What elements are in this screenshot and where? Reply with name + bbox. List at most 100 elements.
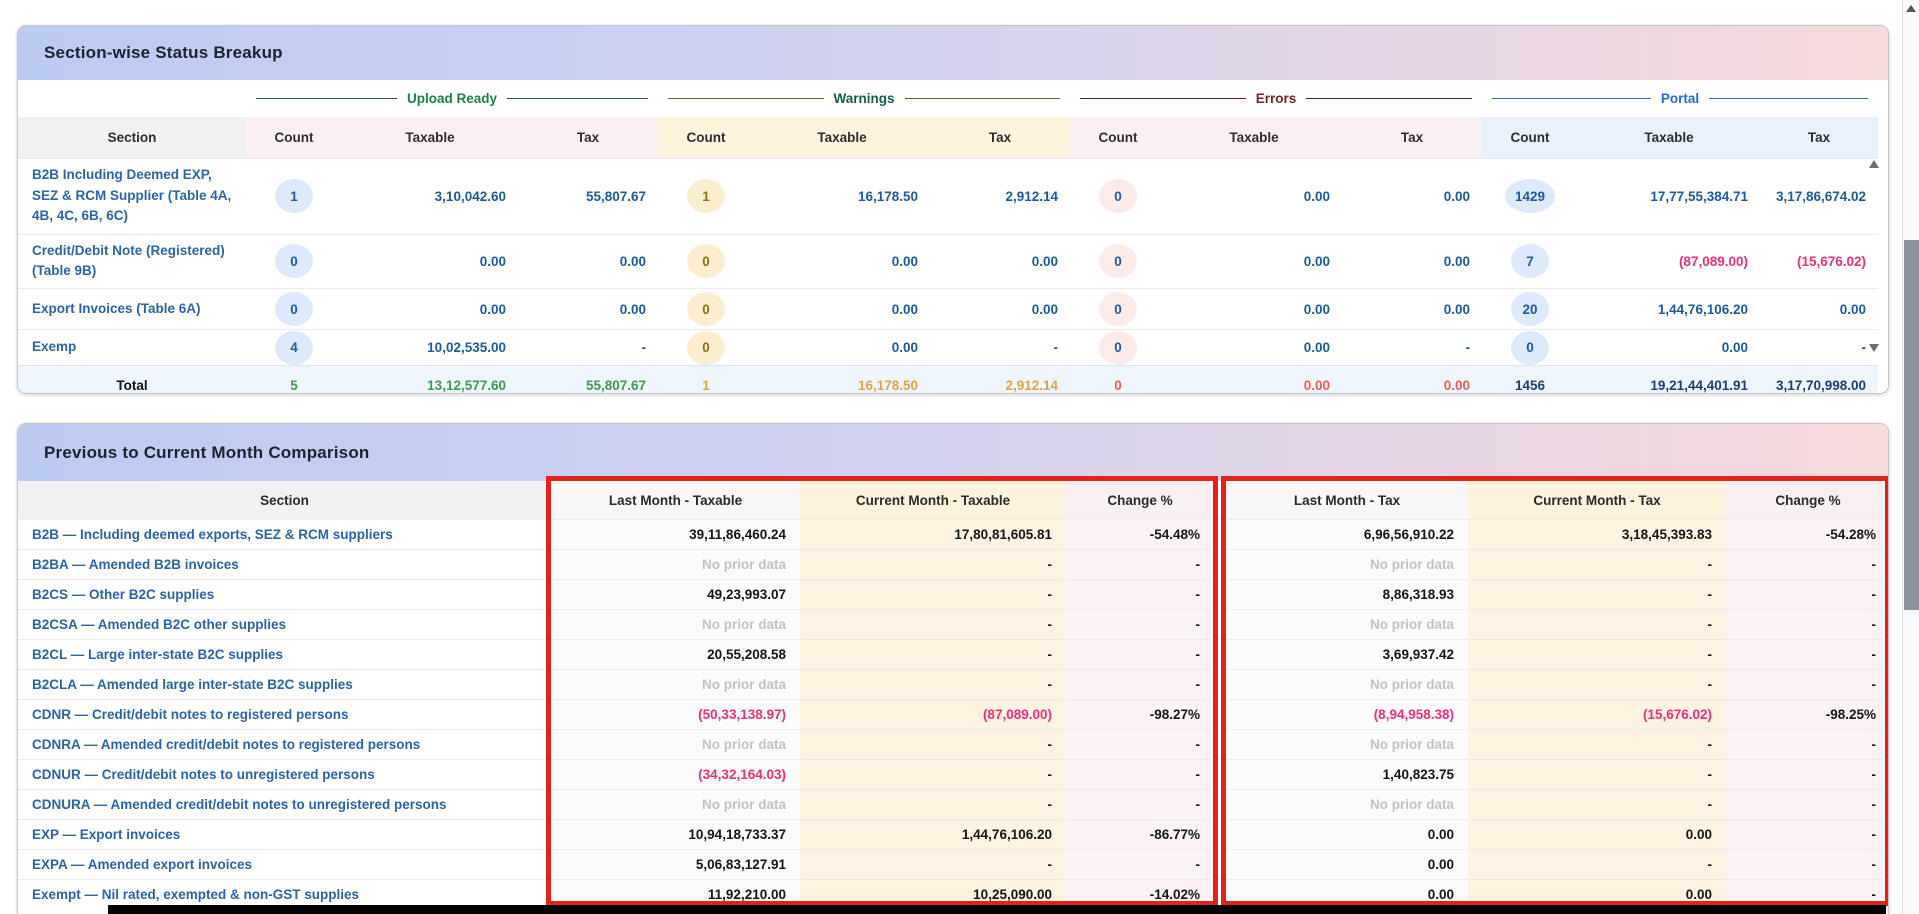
column-gap bbox=[1214, 481, 1226, 519]
comparison-header-6: Change % bbox=[1726, 481, 1888, 519]
column-header-tax: Tax bbox=[1342, 117, 1482, 158]
comparison-section-name: B2CSA — Amended B2C other supplies bbox=[18, 609, 551, 639]
errors-count-cell: 0 bbox=[1070, 329, 1166, 366]
upload_ready-count-badge: 1 bbox=[275, 179, 313, 213]
portal-tax-value: 0.00 bbox=[1760, 288, 1879, 330]
upload_ready-tax-value: 55,807.67 bbox=[518, 157, 658, 234]
comparison-lm_tax-value: No prior data bbox=[1226, 789, 1468, 819]
comparison-cm_tax-value: - bbox=[1468, 729, 1726, 759]
comparison-cm_taxable-value: 17,80,81,605.81 bbox=[800, 519, 1066, 549]
section-name: Credit/Debit Note (Registered) (Table 9B… bbox=[18, 233, 246, 289]
column-header-row: Section Count Taxable Tax Count Taxable … bbox=[18, 117, 1879, 158]
comparison-cm_tax-value: - bbox=[1468, 849, 1726, 879]
group-header-warnings: Warnings bbox=[668, 91, 1061, 106]
group-divider-line bbox=[1709, 98, 1869, 99]
errors-taxable-value: 0.00 bbox=[1166, 329, 1342, 366]
comparison-chg_taxable-value: - bbox=[1066, 669, 1214, 699]
comparison-cm_tax-value: - bbox=[1468, 789, 1726, 819]
errors-taxable-value: 0.00 bbox=[1166, 157, 1342, 234]
comparison-cm_taxable-value: 1,44,76,106.20 bbox=[800, 819, 1066, 849]
table-scroll-down-icon[interactable] bbox=[1869, 344, 1879, 352]
group-label: Upload Ready bbox=[406, 91, 498, 106]
section-name: Export Invoices (Table 6A) bbox=[18, 288, 246, 330]
upload_ready-count-badge: 0 bbox=[275, 244, 313, 279]
column-header-taxable: Taxable bbox=[1578, 117, 1760, 158]
status-breakup-table: Upload Ready Warnings Errors bbox=[18, 80, 1879, 393]
comparison-cm_tax-value: (15,676.02) bbox=[1468, 699, 1726, 729]
group-header-errors: Errors bbox=[1080, 91, 1472, 106]
warnings-taxable-value: 0.00 bbox=[754, 233, 930, 289]
upload_ready-taxable-value: 0.00 bbox=[342, 233, 518, 289]
comparison-lm_taxable-value: 39,11,86,460.24 bbox=[551, 519, 800, 549]
section-name: Exemp bbox=[18, 329, 246, 366]
comparison-chg_tax-value: -54.28% bbox=[1726, 519, 1888, 549]
portal-taxable-value: 0.00 bbox=[1578, 329, 1760, 366]
group-header-row: Upload Ready Warnings Errors bbox=[18, 80, 1878, 117]
comparison-cm_taxable-value: - bbox=[800, 669, 1066, 699]
errors-taxable-value: 0.00 bbox=[1166, 288, 1342, 330]
group-label: Portal bbox=[1660, 91, 1700, 106]
comparison-lm_taxable-value: No prior data bbox=[551, 669, 800, 699]
errors-total-tax: 0.00 bbox=[1342, 365, 1482, 393]
upload_ready-taxable-value: 10,02,535.00 bbox=[342, 329, 518, 366]
upload_ready-tax-value: 0.00 bbox=[518, 233, 658, 289]
comparison-header-5: Current Month - Tax bbox=[1468, 481, 1726, 519]
portal-count-badge: 20 bbox=[1511, 292, 1549, 327]
comparison-chg_taxable-value: - bbox=[1066, 609, 1214, 639]
errors-tax-value: 0.00 bbox=[1342, 233, 1482, 289]
errors-tax-value: 0.00 bbox=[1342, 157, 1482, 234]
warnings-count-badge: 1 bbox=[687, 179, 725, 213]
column-gap bbox=[1214, 639, 1226, 669]
comparison-section-name: EXP — Export invoices bbox=[18, 819, 551, 849]
upload_ready-tax-value: - bbox=[518, 329, 658, 366]
comparison-lm_tax-value: No prior data bbox=[1226, 669, 1468, 699]
warnings-taxable-value: 16,178.50 bbox=[754, 157, 930, 234]
total-label: Total bbox=[18, 365, 246, 393]
column-header-taxable: Taxable bbox=[754, 117, 930, 158]
comparison-lm_tax-value: 0.00 bbox=[1226, 849, 1468, 879]
comparison-header-3: Change % bbox=[1066, 481, 1214, 519]
comparison-chg_taxable-value: -98.27% bbox=[1066, 699, 1214, 729]
page-scrollbar[interactable] bbox=[1902, 0, 1919, 914]
comparison-lm_tax-value: No prior data bbox=[1226, 729, 1468, 759]
portal-total-taxable: 19,21,44,401.91 bbox=[1578, 365, 1760, 393]
comparison-section-name: CDNR — Credit/debit notes to registered … bbox=[18, 699, 551, 729]
comparison-chg_tax-value: - bbox=[1726, 639, 1888, 669]
status-breakup-titlebar: Section-wise Status Breakup bbox=[18, 26, 1888, 80]
comparison-chg_tax-value: - bbox=[1726, 669, 1888, 699]
column-header-count: Count bbox=[1482, 117, 1578, 158]
upload_ready-total-tax: 55,807.67 bbox=[518, 365, 658, 393]
group-divider-line bbox=[1492, 98, 1651, 99]
errors-count-cell: 0 bbox=[1070, 233, 1166, 289]
portal-count-badge: 7 bbox=[1511, 244, 1549, 279]
errors-count-badge: 0 bbox=[1099, 292, 1137, 327]
scrollbar-thumb[interactable] bbox=[1904, 240, 1919, 610]
portal-tax-value: 3,17,86,674.02 bbox=[1760, 157, 1879, 234]
comparison-cm_tax-value: - bbox=[1468, 639, 1726, 669]
group-header-upload-ready: Upload Ready bbox=[256, 91, 648, 106]
group-divider-line bbox=[256, 98, 397, 99]
comparison-section-name: B2CL — Large inter-state B2C supplies bbox=[18, 639, 551, 669]
comparison-lm_tax-value: 3,69,937.42 bbox=[1226, 639, 1468, 669]
warnings-count-badge: 0 bbox=[687, 244, 725, 279]
group-label: Errors bbox=[1255, 91, 1297, 106]
errors-count-badge: 0 bbox=[1099, 244, 1137, 279]
comparison-cm_taxable-value: - bbox=[800, 789, 1066, 819]
upload_ready-tax-value: 0.00 bbox=[518, 288, 658, 330]
status-breakup-card: Section-wise Status Breakup Upload Ready bbox=[17, 25, 1889, 394]
warnings-count-badge: 0 bbox=[687, 330, 725, 365]
portal-taxable-value: (87,089.00) bbox=[1578, 233, 1760, 289]
portal-count-badge: 1429 bbox=[1504, 179, 1556, 213]
comparison-lm_taxable-value: 5,06,83,127.91 bbox=[551, 849, 800, 879]
portal-total-tax: 3,17,70,998.00 bbox=[1760, 365, 1879, 393]
comparison-chg_tax-value: - bbox=[1726, 759, 1888, 789]
column-header-tax: Tax bbox=[930, 117, 1070, 158]
comparison-lm_taxable-value: (50,33,138.97) bbox=[551, 699, 800, 729]
portal-count-badge: 0 bbox=[1511, 330, 1549, 365]
scrollbar-up-icon[interactable] bbox=[1906, 5, 1916, 12]
upload_ready-count-cell: 0 bbox=[246, 288, 342, 330]
table-scroll-up-icon[interactable] bbox=[1869, 160, 1879, 168]
comparison-cm_taxable-value: (87,089.00) bbox=[800, 699, 1066, 729]
column-header-count: Count bbox=[1070, 117, 1166, 158]
portal-tax-value: - bbox=[1760, 329, 1879, 366]
